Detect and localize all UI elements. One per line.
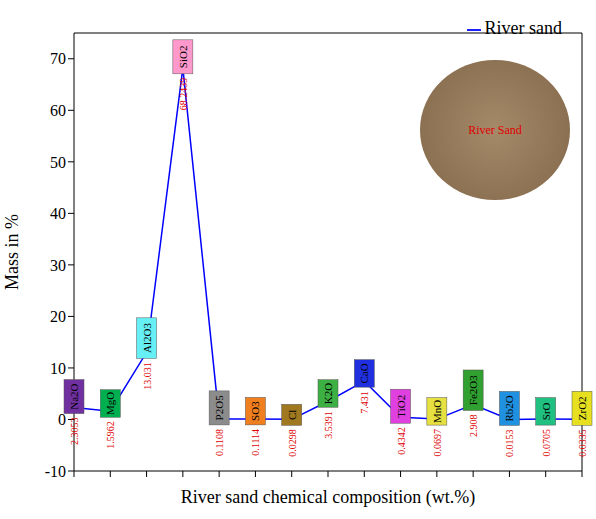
svg-text:7.431: 7.431: [359, 391, 370, 414]
svg-text:30: 30: [50, 257, 66, 274]
svg-text:2.3053: 2.3053: [69, 418, 80, 446]
svg-text:20: 20: [50, 308, 66, 325]
svg-text:Mass in %: Mass in %: [2, 214, 22, 290]
svg-text:0.0298: 0.0298: [287, 429, 298, 457]
svg-text:MnO: MnO: [431, 400, 443, 423]
svg-text:K2O: K2O: [322, 383, 334, 404]
svg-text:70: 70: [50, 50, 66, 67]
svg-text:SO3: SO3: [249, 401, 261, 421]
svg-text:SiO2: SiO2: [177, 46, 189, 69]
svg-text:Al2O3: Al2O3: [141, 323, 153, 353]
svg-text:P2O5: P2O5: [213, 395, 225, 421]
svg-text:0.0335: 0.0335: [577, 429, 588, 457]
svg-text:Fe2O3: Fe2O3: [467, 375, 479, 405]
svg-text:TiO2: TiO2: [395, 395, 407, 418]
svg-text:River sand chemical compositio: River sand chemical composition (wt.%): [181, 487, 475, 508]
svg-text:2.908: 2.908: [468, 414, 479, 437]
svg-text:0.1114: 0.1114: [250, 429, 261, 456]
svg-text:10: 10: [50, 360, 66, 377]
svg-text:CaO: CaO: [358, 363, 370, 383]
svg-text:Rb2O: Rb2O: [503, 395, 515, 421]
svg-text:0: 0: [58, 411, 66, 429]
html-text:River Sand: River Sand: [468, 122, 522, 137]
svg-text:13.031: 13.031: [142, 362, 153, 390]
svg-text:-10: -10: [45, 463, 66, 480]
svg-text:Cl: Cl: [286, 410, 298, 420]
svg-text:40: 40: [50, 205, 66, 222]
svg-text:0.4342: 0.4342: [396, 427, 407, 455]
svg-text:1.5962: 1.5962: [105, 421, 116, 449]
svg-text:0.0697: 0.0697: [432, 429, 443, 457]
svg-text:68.2439: 68.2439: [178, 78, 189, 111]
svg-text:ZrO2: ZrO2: [576, 396, 588, 420]
html-text:River sand: River sand: [484, 18, 562, 38]
svg-text:60: 60: [50, 102, 66, 119]
svg-text:0.1108: 0.1108: [214, 429, 225, 456]
svg-text:50: 50: [50, 154, 66, 171]
svg-text:MgO: MgO: [104, 392, 116, 415]
svg-text:Na2O: Na2O: [68, 383, 80, 409]
svg-text:SrO: SrO: [540, 402, 552, 420]
svg-text:0.0705: 0.0705: [541, 429, 552, 457]
svg-text:0.0153: 0.0153: [504, 429, 515, 457]
svg-text:3.5391: 3.5391: [323, 411, 334, 439]
